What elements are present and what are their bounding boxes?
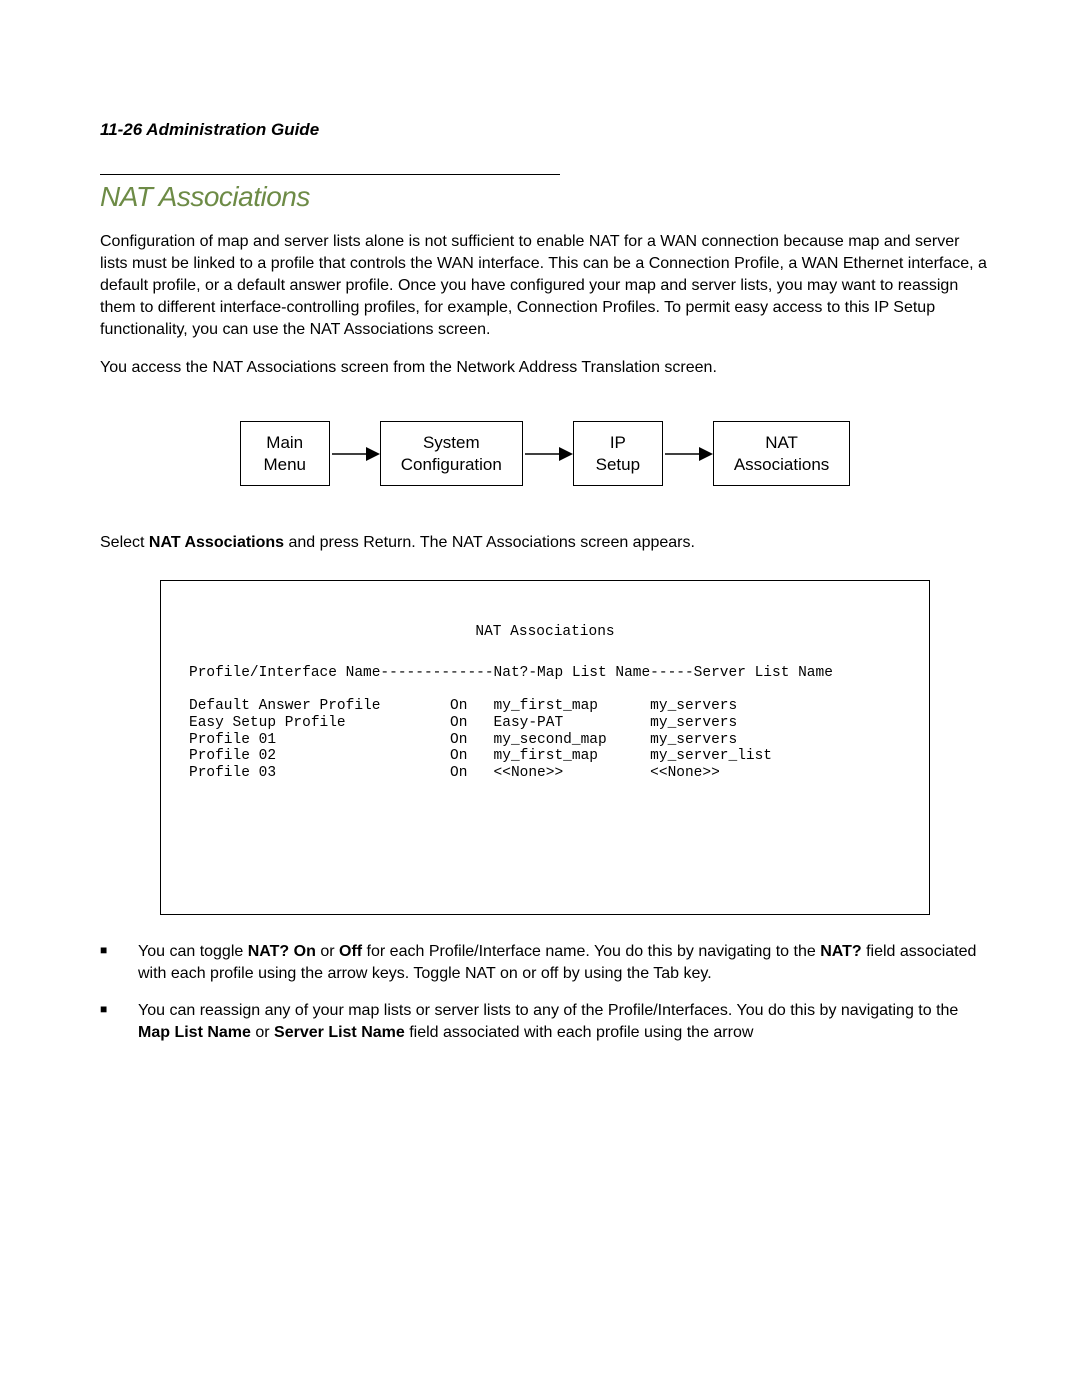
- text: field associated with each profile using…: [405, 1024, 754, 1041]
- arrow-icon: [663, 443, 713, 465]
- text-bold: NAT? On: [248, 943, 316, 960]
- access-paragraph: You access the NAT Associations screen f…: [100, 357, 990, 379]
- flow-box-line: Main: [266, 433, 303, 452]
- section-title: NAT Associations: [100, 181, 990, 213]
- flow-box-line: Configuration: [401, 455, 502, 474]
- select-instruction: Select NAT Associations and press Return…: [100, 534, 990, 552]
- text: or: [316, 943, 339, 960]
- flow-box-line: System: [423, 433, 480, 452]
- text-bold: NAT?: [820, 943, 861, 960]
- text: or: [251, 1024, 274, 1041]
- bullet-list: You can toggle NAT? On or Off for each P…: [100, 941, 990, 1045]
- text: and press Return. The NAT Associations s…: [284, 534, 695, 551]
- text: You can toggle: [138, 943, 248, 960]
- flow-box-line: Menu: [263, 455, 306, 474]
- flow-box-line: NAT: [765, 433, 798, 452]
- text-bold: Server List Name: [274, 1024, 405, 1041]
- flow-box-line: IP: [610, 433, 626, 452]
- page-header: 11-26 Administration Guide: [100, 120, 990, 140]
- arrow-icon: [330, 443, 380, 465]
- terminal-screen: NAT Associations Profile/Interface Name-…: [160, 580, 930, 915]
- nav-flow-diagram: Main Menu System Configuration IP Setup …: [100, 421, 990, 486]
- list-item: You can toggle NAT? On or Off for each P…: [138, 941, 990, 986]
- flow-box-ip-setup: IP Setup: [573, 421, 663, 486]
- flow-box-nat-associations: NAT Associations: [713, 421, 850, 486]
- text-bold: Map List Name: [138, 1024, 251, 1041]
- terminal-header-row: Profile/Interface Name-------------Nat?-…: [189, 665, 901, 682]
- section-divider: [100, 174, 560, 175]
- flow-box-line: Associations: [734, 455, 829, 474]
- flow-box-line: Setup: [596, 455, 640, 474]
- terminal-rows: Default Answer Profile On my_first_map m…: [189, 698, 901, 781]
- text-bold: Off: [339, 943, 362, 960]
- text-bold: NAT Associations: [149, 534, 284, 551]
- text: Select: [100, 534, 149, 551]
- arrow-icon: [523, 443, 573, 465]
- flow-box-system-config: System Configuration: [380, 421, 523, 486]
- list-item: You can reassign any of your map lists o…: [138, 1000, 990, 1045]
- intro-paragraph: Configuration of map and server lists al…: [100, 231, 990, 341]
- text: You can reassign any of your map lists o…: [138, 1002, 958, 1019]
- flow-box-main-menu: Main Menu: [240, 421, 330, 486]
- terminal-title: NAT Associations: [189, 624, 901, 641]
- text: for each Profile/Interface name. You do …: [362, 943, 820, 960]
